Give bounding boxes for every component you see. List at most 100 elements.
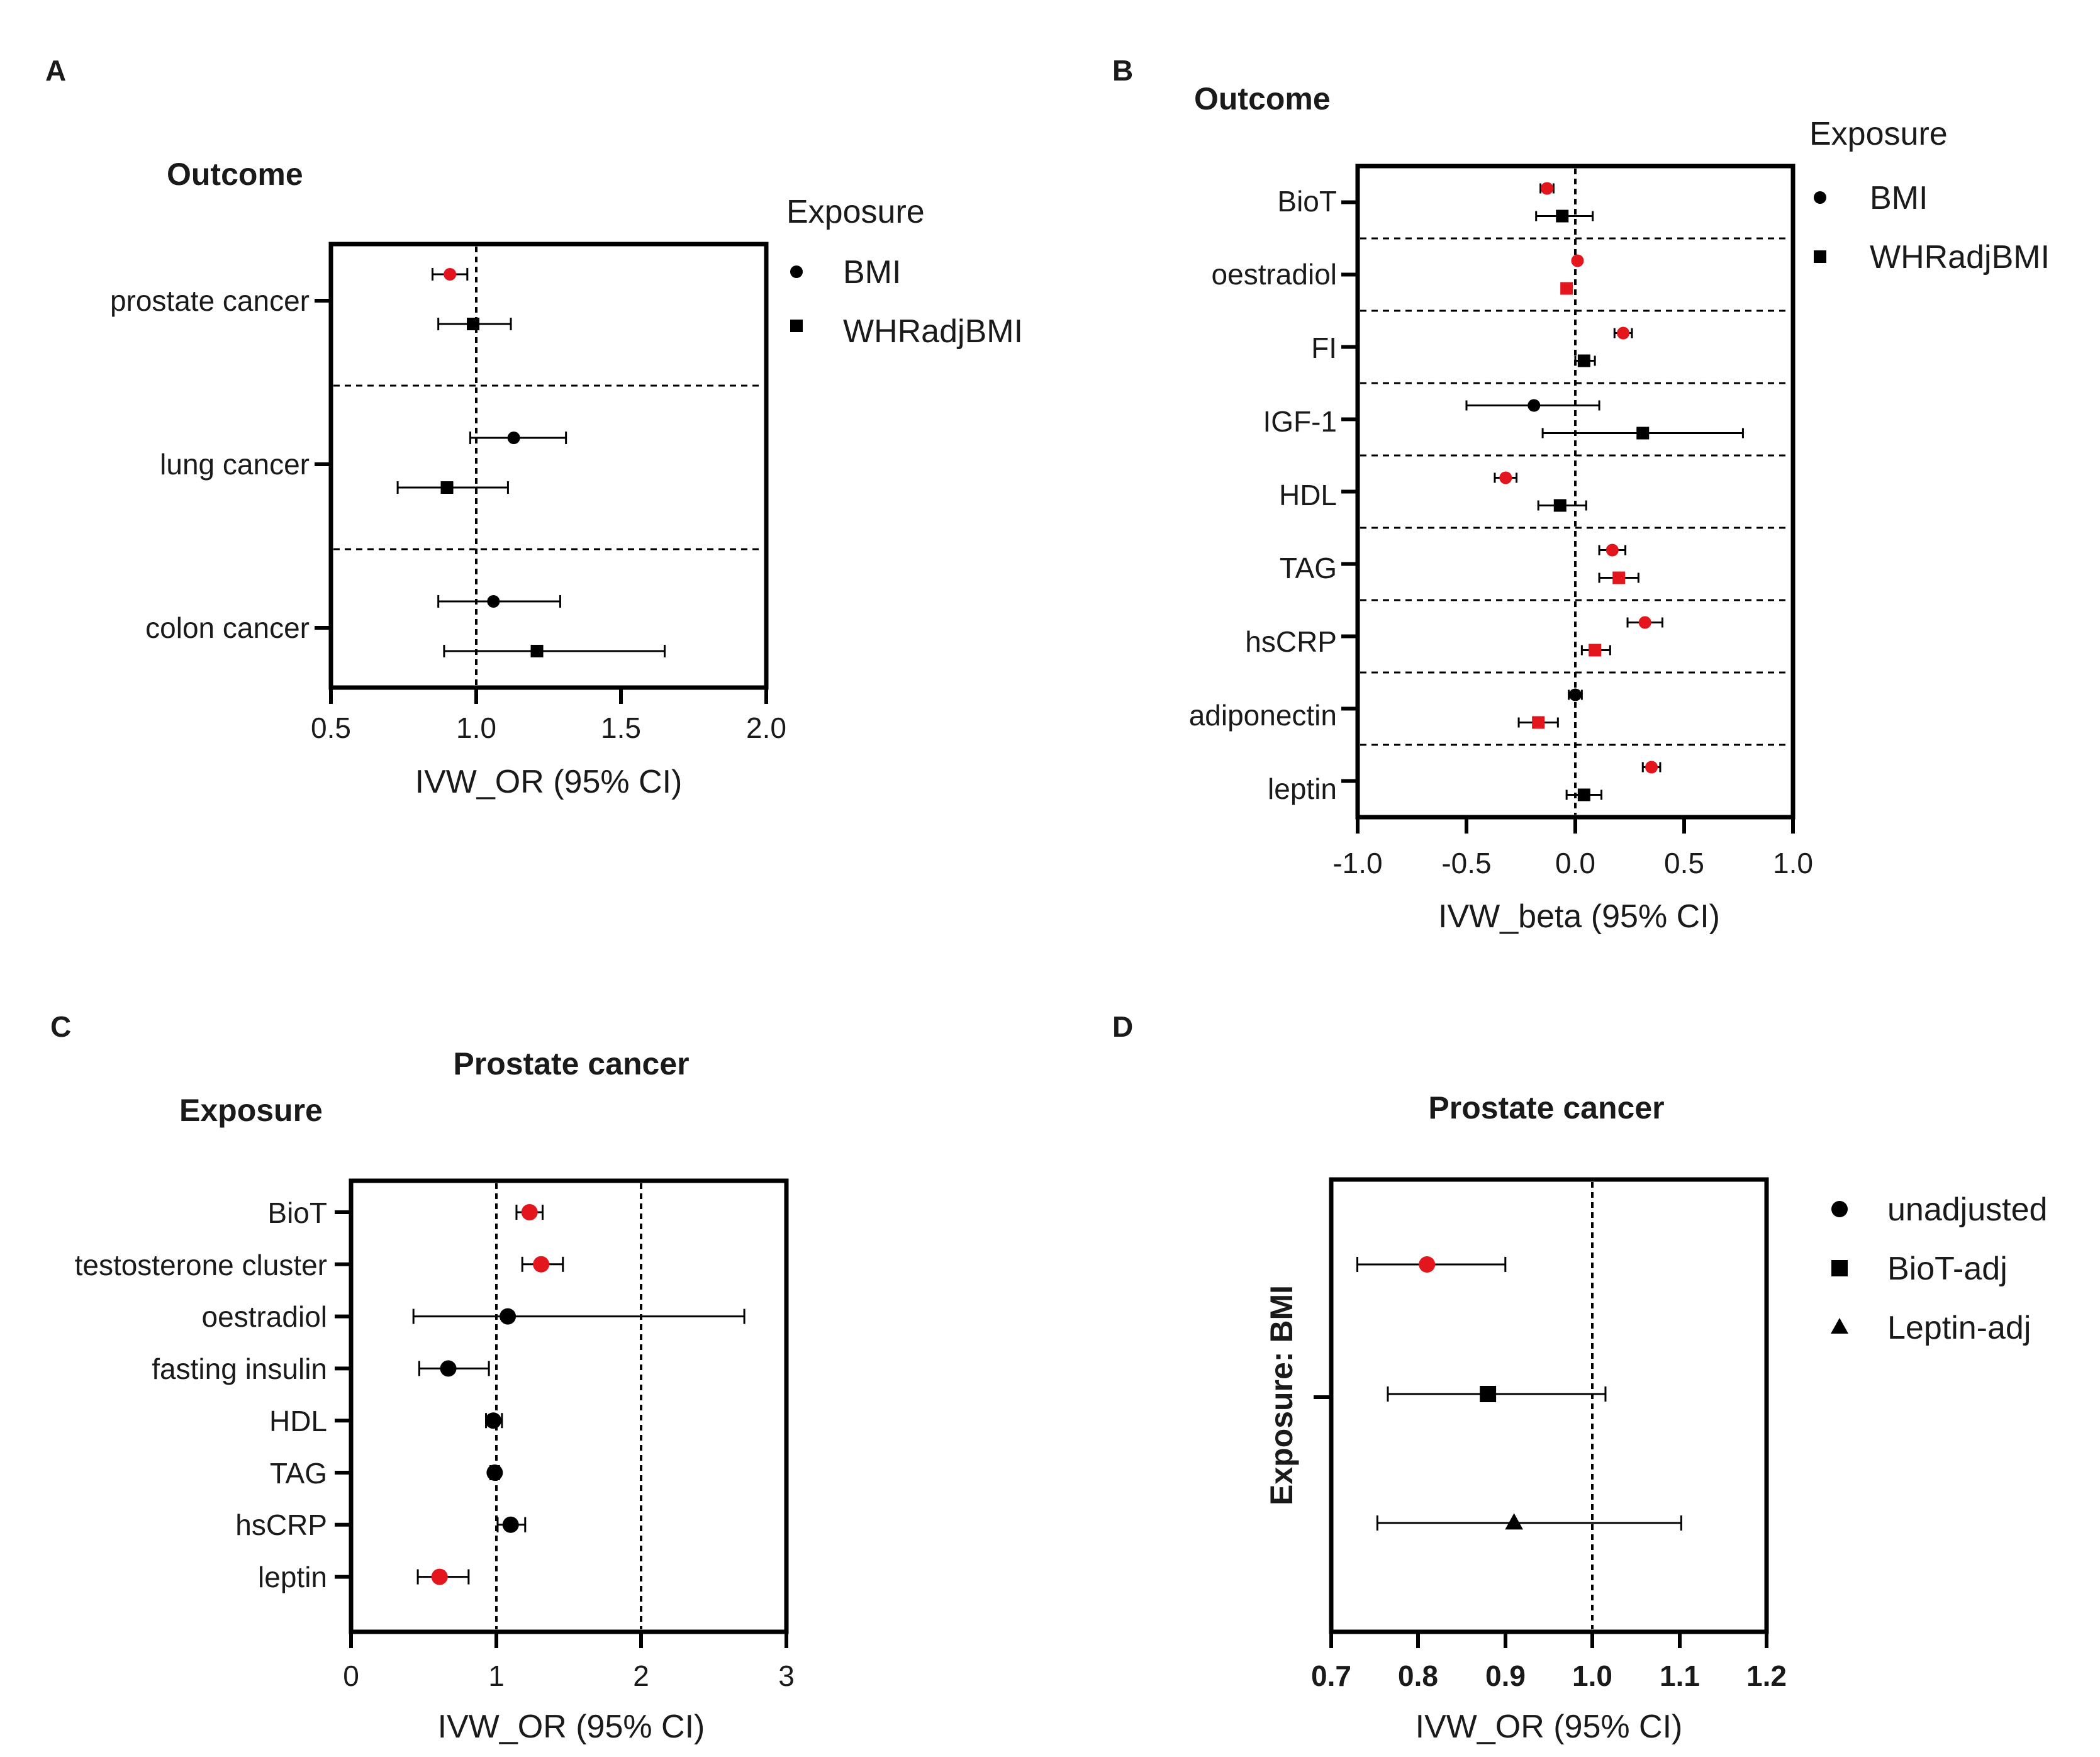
panel-b-xtick-label: 0.5: [1664, 847, 1704, 879]
panel-c-ytick-label: BioT: [267, 1196, 327, 1229]
panel-b-point-circle: [1541, 182, 1554, 195]
panel-b-xtick-label: 1.0: [1773, 847, 1813, 879]
panel-b-point-square: [1560, 282, 1573, 295]
panel-b-point-circle: [1617, 326, 1630, 340]
panel-b-letter: B: [1112, 54, 1133, 87]
panel-c-ytick-label: leptin: [258, 1561, 327, 1593]
panel-b-title: Outcome: [1194, 81, 1331, 116]
panel-a-point-square: [530, 645, 544, 657]
panel-a-x-axis-title: IVW_OR (95% CI): [415, 764, 683, 800]
panel-c-letter: C: [50, 1010, 71, 1043]
panel-c-point-circle: [486, 1464, 503, 1481]
panel-b-point-square: [1612, 571, 1626, 584]
panel-a-xtick-label: 0.5: [311, 711, 351, 744]
panel-d-xtick-label: 0.9: [1485, 1659, 1526, 1692]
panel-b-point-square: [1553, 499, 1567, 512]
panel-b-point-circle: [1499, 471, 1512, 484]
panel-d-data-marks: [1356, 1256, 1682, 1531]
panel-c: C Prostate cancer Exposure BioT testoste…: [50, 1010, 795, 1745]
panel-a-letter: A: [45, 54, 66, 87]
panel-a-legend-title: Exposure: [786, 194, 925, 230]
panel-b-point-square: [1636, 427, 1650, 440]
panel-d-legend-triangle-icon: [1831, 1318, 1848, 1334]
panel-a-ytick-label: colon cancer: [145, 611, 310, 644]
panel-c-point-circle: [502, 1516, 519, 1533]
panel-d-legend-square-icon: [1831, 1260, 1848, 1276]
panel-d-xtick-label: 0.8: [1398, 1659, 1438, 1692]
panel-b-ytick-label: BioT: [1277, 185, 1337, 218]
panel-c-point-circle: [521, 1204, 538, 1220]
panel-d-legend-circle-icon: [1831, 1201, 1848, 1217]
panel-a-xtick-label: 2.0: [746, 711, 786, 744]
panel-a-xtick-label: 1.0: [456, 711, 496, 744]
panel-a-data-marks: [396, 268, 666, 657]
panel-d-letter: D: [1112, 1010, 1133, 1043]
panel-b-xtick-label: -1.0: [1332, 847, 1382, 879]
panel-b-point-circle: [1606, 544, 1619, 557]
panel-b-ytick-label: leptin: [1268, 773, 1337, 805]
panel-c-ytick-label: testosterone cluster: [75, 1249, 327, 1281]
panel-a-legend-label: WHRadjBMI: [843, 313, 1023, 350]
panel-c-ytick-label: TAG: [270, 1457, 327, 1490]
panel-a-xtick-label: 1.5: [601, 711, 641, 744]
panel-d-xtick-label: 1.2: [1746, 1659, 1787, 1692]
panel-b-point-square: [1577, 788, 1590, 801]
panel-c-y-heading: Exposure: [179, 1093, 323, 1128]
panel-b-ytick-label: oestradiol: [1212, 258, 1337, 291]
panel-a-legend-label: BMI: [843, 254, 901, 291]
panel-d-plot-frame: [1329, 1177, 1769, 1634]
panel-a-point-square: [467, 318, 480, 330]
panel-b-ytick-label: adiponectin: [1189, 699, 1337, 732]
panel-d-xtick-label: 1.0: [1572, 1659, 1612, 1692]
panel-a-legend-square-icon: [790, 320, 803, 332]
panel-b-data-marks: [1465, 182, 1744, 801]
panel-d-title: Prostate cancer: [1428, 1090, 1664, 1125]
panel-c-point-circle: [533, 1256, 550, 1273]
panel-b-xtick-label: -0.5: [1441, 847, 1491, 879]
panel-d-xtick-label: 1.1: [1660, 1659, 1700, 1692]
panel-b-ytick-label: hsCRP: [1245, 625, 1337, 658]
panel-a-ytick-label: prostate cancer: [110, 284, 310, 317]
panel-b-point-square: [1589, 644, 1602, 657]
panel-c-ytick-marks: [335, 1210, 351, 1579]
panel-a-point-square: [440, 481, 454, 494]
panel-b-point-square: [1577, 354, 1590, 367]
panel-b-point-square: [1532, 716, 1545, 729]
panel-c-ytick-label: HDL: [269, 1405, 327, 1437]
panel-b-xtick-label: 0.0: [1555, 847, 1595, 879]
panel-d-xtick-label: 0.7: [1311, 1659, 1351, 1692]
panel-d-point-square: [1480, 1386, 1497, 1402]
panel-a-ytick-label: lung cancer: [160, 448, 310, 481]
panel-a: A Outcome prostate cancer lung cancer co…: [45, 54, 1023, 800]
panel-b-row-separators: [1360, 237, 1790, 746]
panel-b-point-square: [1556, 209, 1569, 223]
panel-b-point-circle: [1571, 254, 1584, 267]
panel-b-x-axis-title: IVW_beta (95% CI): [1438, 898, 1720, 935]
panel-b-legend-circle-icon: [1814, 191, 1826, 204]
panel-c-ytick-label: fasting insulin: [152, 1353, 327, 1385]
panel-c-data-marks: [412, 1204, 746, 1585]
panel-b-point-circle: [1569, 688, 1582, 701]
panel-d-point-triangle: [1505, 1513, 1523, 1530]
panel-b-ytick-label: TAG: [1280, 552, 1337, 584]
panel-d-y-axis-title: Exposure: BMI: [1264, 1285, 1299, 1505]
panel-d-legend-label: BioT-adj: [1887, 1251, 2008, 1287]
panel-a-plot-frame: [328, 242, 769, 690]
panel-b-legend-label: WHRadjBMI: [1870, 239, 2050, 276]
panel-a-point-circle: [507, 432, 520, 444]
panel-c-title: Prostate cancer: [453, 1046, 689, 1081]
panel-b-legend-title: Exposure: [1809, 116, 1948, 152]
panel-b-legend-label: BMI: [1870, 180, 1928, 216]
panel-c-point-circle: [431, 1568, 448, 1585]
panel-b-legend-square-icon: [1814, 250, 1826, 263]
panel-c-point-circle: [500, 1308, 517, 1325]
panel-b-point-circle: [1638, 616, 1651, 629]
panel-c-ytick-label: oestradiol: [202, 1300, 327, 1333]
panel-c-xtick-label: 2: [633, 1659, 649, 1692]
panel-d-legend-label: unadjusted: [1887, 1191, 2047, 1228]
panel-c-x-axis-title: IVW_OR (95% CI): [438, 1709, 705, 1745]
panel-b-ytick-label: HDL: [1279, 479, 1337, 511]
panel-b-point-circle: [1645, 761, 1658, 774]
panel-b-ytick-marks: [1341, 200, 1358, 783]
